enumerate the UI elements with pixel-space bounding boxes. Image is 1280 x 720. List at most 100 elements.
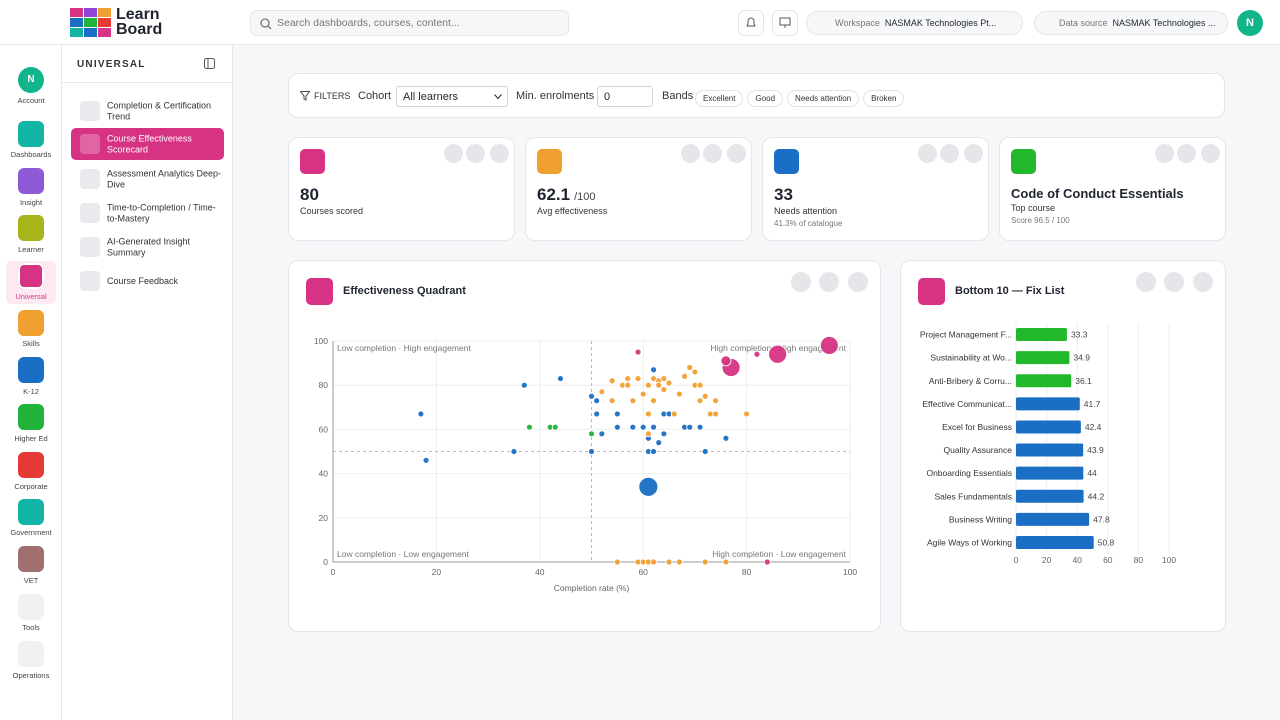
rail-icon[interactable]	[18, 499, 44, 525]
card-action[interactable]	[1201, 144, 1220, 163]
card-action[interactable]	[918, 144, 937, 163]
nav-item[interactable]: Time-to-Completion / Time-to-Mastery	[71, 197, 224, 229]
bubble	[681, 372, 688, 380]
bubble	[701, 392, 709, 400]
rail-icon[interactable]	[18, 215, 44, 241]
rail-icon[interactable]	[18, 404, 44, 430]
band-chip[interactable]: Broken	[863, 90, 905, 107]
bubble	[644, 410, 652, 418]
rail-icon[interactable]	[18, 452, 44, 478]
y-tick-label: Onboarding Essentials	[926, 468, 1012, 478]
x-tick-label: 80	[742, 567, 752, 577]
bubble	[417, 410, 425, 418]
kpi-card: 80 Courses scored	[288, 137, 515, 241]
quadrant-label: High completion · Low engagement	[712, 549, 846, 559]
y-tick-label: Sales Fundamentals	[935, 491, 1013, 501]
card-action[interactable]	[727, 144, 746, 163]
nav-label: Course Effectiveness Scorecard	[107, 133, 192, 155]
workspace-value: NASMAK Technologies Pt...	[884, 18, 997, 28]
bubble	[588, 430, 595, 438]
card-action[interactable]	[703, 144, 722, 163]
rail-icon[interactable]	[18, 594, 44, 620]
account-avatar[interactable]: N	[18, 67, 44, 93]
user-avatar[interactable]: N	[1237, 10, 1263, 36]
card-action[interactable]	[964, 144, 983, 163]
y-tick-label: Sustainability at Wo...	[930, 353, 1012, 363]
rail-icon[interactable]	[18, 310, 44, 336]
bubble	[624, 375, 632, 382]
sidebar: UNIVERSAL Completion & Certification Tre…	[62, 45, 233, 720]
band-chip[interactable]: Needs attention	[787, 90, 860, 107]
data-source-selector[interactable]: Data source NASMAK Technologies ...	[1034, 11, 1228, 35]
cohort-select[interactable]: All learners	[396, 86, 508, 107]
collapse-button[interactable]	[204, 58, 215, 69]
card-action[interactable]	[490, 144, 509, 163]
nav-item[interactable]: AI-Generated Insight Summary	[71, 231, 224, 263]
bar	[1016, 466, 1084, 480]
y-tick-label: 80	[319, 380, 329, 390]
sidebar-title: UNIVERSAL	[77, 59, 146, 70]
rail-icon[interactable]	[18, 357, 44, 383]
nav-item[interactable]: Completion & Certification Trend	[71, 95, 224, 127]
bubble	[650, 448, 657, 455]
band-chips: Excellent Good Needs attention Broken	[695, 88, 908, 107]
min-input[interactable]: 0	[597, 86, 653, 107]
x-tick-label: 40	[535, 567, 545, 577]
bubble	[768, 344, 788, 364]
bar	[1016, 512, 1090, 526]
bubble	[655, 381, 663, 389]
band-chip[interactable]: Good	[747, 90, 784, 107]
kpi-card: Code of Conduct Essentials Top course Scor…	[999, 137, 1226, 241]
data-label: 42.4	[1085, 422, 1102, 432]
rail-label: Tools	[22, 623, 40, 632]
bubble	[650, 558, 657, 566]
y-tick-label: 20	[319, 513, 329, 523]
card-action[interactable]	[466, 144, 485, 163]
rail-icon[interactable]	[18, 121, 44, 147]
bubble	[686, 423, 694, 431]
bubble	[588, 448, 595, 455]
bubble	[526, 423, 533, 431]
data-source-value: NASMAK Technologies ...	[1112, 18, 1216, 28]
card-action[interactable]	[1177, 144, 1196, 163]
kpi-card: 33 Needs attention 41.3% of catalogue	[762, 137, 989, 241]
kpi-note: Score 96.5 / 100	[1011, 216, 1070, 225]
rail-icon[interactable]	[18, 546, 44, 572]
bubble	[557, 375, 564, 382]
top-bar: Learn Board Search dashboards, courses, …	[0, 0, 1280, 45]
bubble	[613, 558, 621, 566]
nav-item[interactable]: Course Effectiveness Scorecard	[71, 128, 224, 160]
bubble	[598, 388, 606, 396]
bubble	[670, 410, 678, 418]
bands-label: Bands	[662, 90, 694, 102]
nav-item[interactable]: Course Feedback	[71, 265, 224, 297]
bar	[1016, 420, 1081, 434]
bubble	[629, 397, 637, 405]
search-placeholder: Search dashboards, courses, content...	[277, 17, 460, 29]
kpi-label: Top course	[1011, 203, 1056, 213]
logo-icon	[70, 8, 111, 37]
bubble	[665, 379, 673, 387]
y-tick-label: Anti-Bribery & Corru...	[929, 376, 1012, 386]
rail-label: Universal	[15, 292, 47, 301]
rail-icon[interactable]	[18, 641, 44, 667]
display[interactable]	[772, 10, 798, 36]
card-action[interactable]	[444, 144, 463, 163]
nav-item[interactable]: Assessment Analytics Deep-Dive	[71, 163, 224, 195]
search-box[interactable]: Search dashboards, courses, content...	[250, 10, 569, 36]
card-action[interactable]	[681, 144, 700, 163]
kpi-card: 62.1/100 Avg effectiveness	[525, 137, 752, 241]
rail-label: Operations	[12, 671, 50, 680]
nav-label: AI-Generated Insight Summary	[107, 236, 191, 258]
rail-icon[interactable]	[18, 263, 44, 289]
card-action[interactable]	[940, 144, 959, 163]
bar	[1016, 397, 1080, 411]
cohort-label: Cohort	[358, 90, 392, 102]
card-action[interactable]	[1155, 144, 1174, 163]
y-tick-label: 40	[319, 469, 329, 479]
workspace-selector[interactable]: Workspace NASMAK Technologies Pt...	[806, 11, 1023, 35]
kpi-icon	[300, 149, 325, 174]
rail-icon[interactable]	[18, 168, 44, 194]
notifications[interactable]	[738, 10, 764, 36]
band-chip[interactable]: Excellent	[695, 90, 744, 107]
